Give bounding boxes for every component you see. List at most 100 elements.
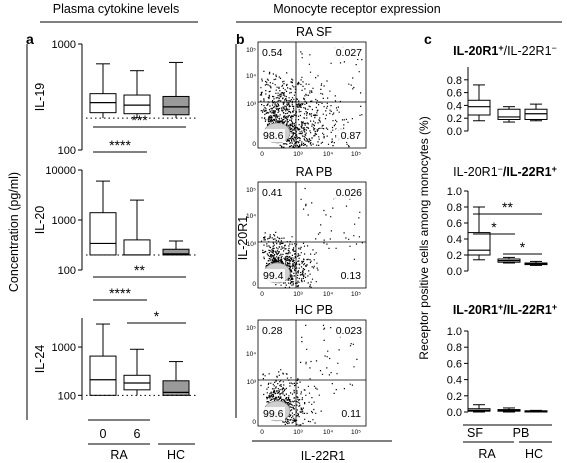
box-1 xyxy=(123,348,151,396)
y-tick-label: 1.0 xyxy=(447,326,462,338)
y-tick-label: 10³ xyxy=(247,379,257,386)
significance-stars: ** xyxy=(134,262,145,278)
label-bg xyxy=(260,46,284,59)
quadrant-lower-left: 98.6 xyxy=(263,130,284,142)
y-tick-label: 10³ xyxy=(247,241,257,248)
x-tick-label: 10⁵ xyxy=(351,429,361,436)
panel-letter-b: b xyxy=(236,31,245,47)
panel-letter-a: a xyxy=(26,31,34,47)
panel-a-chart-il-24: 1000 100 IL-24 xyxy=(33,318,196,402)
box-1 xyxy=(497,407,521,413)
plot-title: HC PB xyxy=(295,303,333,317)
x-tick-label: 10⁵ xyxy=(351,151,361,158)
y-tick-label: 0.0 xyxy=(447,266,462,278)
y-tick-label: 0.6 xyxy=(447,218,462,230)
box-0 xyxy=(89,180,117,256)
plot-title: RA PB xyxy=(296,165,333,179)
quadrant-upper-right: 0.023 xyxy=(336,325,362,337)
x-tick-label: 10⁴ xyxy=(323,151,333,158)
significance-il-24-1: * xyxy=(127,308,186,324)
box-body xyxy=(89,212,117,256)
significance-stars: * xyxy=(491,219,497,235)
header-monocyte-receptor: Monocyte receptor expression xyxy=(273,2,440,16)
box-body xyxy=(162,380,190,396)
quadrant-lower-right: 0.87 xyxy=(341,130,362,142)
box-2 xyxy=(524,260,548,266)
y-tick-label: 10⁴ xyxy=(246,213,256,220)
box-2 xyxy=(524,103,548,122)
significance-il-24-0: **** xyxy=(93,285,147,301)
box-2 xyxy=(162,240,190,256)
y-tick-label: 0.0 xyxy=(447,407,462,419)
scatter-points xyxy=(260,187,363,289)
box-body xyxy=(162,95,190,116)
y-tick-label: 10⁵ xyxy=(246,325,256,332)
y-tick-label: 0.8 xyxy=(447,342,462,354)
x-tick-label: 0 xyxy=(260,151,264,158)
label-bg xyxy=(261,269,285,282)
row-label: IL-19 xyxy=(33,83,47,112)
quadrant-upper-left: 0.28 xyxy=(262,325,283,337)
label-bg xyxy=(336,407,363,420)
x-tick-label: 10⁴ xyxy=(323,429,333,436)
label-bg xyxy=(336,269,363,282)
label-bg xyxy=(332,324,364,337)
plot-title: RA SF xyxy=(296,25,332,39)
panel-a-chart-il-19: 1000 100 IL-19 xyxy=(33,39,196,157)
y-tick-label: 100 xyxy=(58,145,76,157)
y-tick-label: 1.0 xyxy=(447,186,462,198)
panel-a-ylabel: Concentration (pg/ml) xyxy=(7,172,21,292)
box-body xyxy=(123,94,151,115)
y-tick-label: 0.2 xyxy=(447,113,462,125)
row-label: IL-20 xyxy=(33,206,47,235)
panel-c-chart-3: IL-20R1+/IL-22R1+ 1.0 0.8 0.6 0.4 0.2 0.0 xyxy=(447,302,557,419)
panel-c-group-ra: RA xyxy=(478,447,496,461)
label-bg xyxy=(336,129,363,142)
box-body xyxy=(497,108,521,120)
panel-b-plot-3: HC PB 0.28 0.023 99.6 0.11 0 10³ 10⁴ 10⁵ 0 10³ 10⁴ 1… xyxy=(246,303,367,436)
significance-stars: **** xyxy=(109,285,131,301)
label-bg xyxy=(260,324,284,337)
panel-b-ylabel: IL-20R1 xyxy=(236,216,250,261)
box-0 xyxy=(89,323,117,396)
x-tick-label: 10³ xyxy=(293,151,303,158)
label-bg xyxy=(261,129,285,142)
panel-b-plot-1: RA SF 0.54 0.027 98.6 0.87 0 10³ 10⁴ 10⁵ 0 10³ 10⁴ 1… xyxy=(246,25,367,158)
box-2 xyxy=(524,409,548,413)
panel-letter-c: c xyxy=(424,31,432,47)
panel-b-xlabel: IL-22R1 xyxy=(301,449,346,463)
box-0 xyxy=(89,63,117,119)
y-tick-label: 10⁵ xyxy=(246,47,256,54)
y-tick-label: 0 xyxy=(252,141,256,148)
quadrant-lower-right: 0.13 xyxy=(341,270,362,282)
panel-c-significance-0: ** xyxy=(473,199,542,215)
label-bg xyxy=(332,186,364,199)
panel-c-chart-1: IL-20R1+/IL-22R1− 0.80.60.40.20.0 xyxy=(447,43,557,138)
y-tick-label: 0 xyxy=(252,281,256,288)
chart-title: IL-20R1+/IL-22R1− xyxy=(453,43,557,58)
label-bg xyxy=(260,186,284,199)
panel-c-chart-2: IL-20R1−/IL-22R1+ 1.0 0.8 0.6 0.4 0.2 0.0 xyxy=(447,164,557,278)
panel-c-ylabel: Receptor positive cells among monocytes … xyxy=(417,116,431,359)
box-2 xyxy=(162,361,190,396)
panel-b-plot-2: RA PB 0.41 0.026 99.4 0.13 0 10³ 10⁴ 10⁵ 0 10³ 10⁴ 1… xyxy=(246,165,367,298)
box-body xyxy=(89,355,117,396)
label-bg xyxy=(332,46,364,59)
box-1 xyxy=(123,70,151,119)
header-plasma-cytokine: Plasma cytokine levels xyxy=(53,2,179,16)
chart-title: IL-20R1+/IL-22R1+ xyxy=(453,302,557,317)
significance-stars: **** xyxy=(109,137,131,153)
quadrant-upper-right: 0.027 xyxy=(336,47,362,59)
y-tick-label: 10⁴ xyxy=(246,351,256,358)
box-0 xyxy=(467,206,491,261)
quadrant-lower-right: 0.11 xyxy=(341,408,361,420)
panel-a-group-hc: HC xyxy=(167,448,185,462)
x-tick-label: 0 xyxy=(260,291,264,298)
scatter-dots xyxy=(259,46,363,149)
box-1 xyxy=(497,106,521,123)
panel-c-significance-2: * xyxy=(503,239,542,255)
panel-a-group-0: 0 xyxy=(100,427,107,441)
quadrant-upper-right: 0.026 xyxy=(336,187,362,199)
panel-a-group-6: 6 xyxy=(134,427,141,441)
significance-il-19-0: *** xyxy=(93,112,186,128)
